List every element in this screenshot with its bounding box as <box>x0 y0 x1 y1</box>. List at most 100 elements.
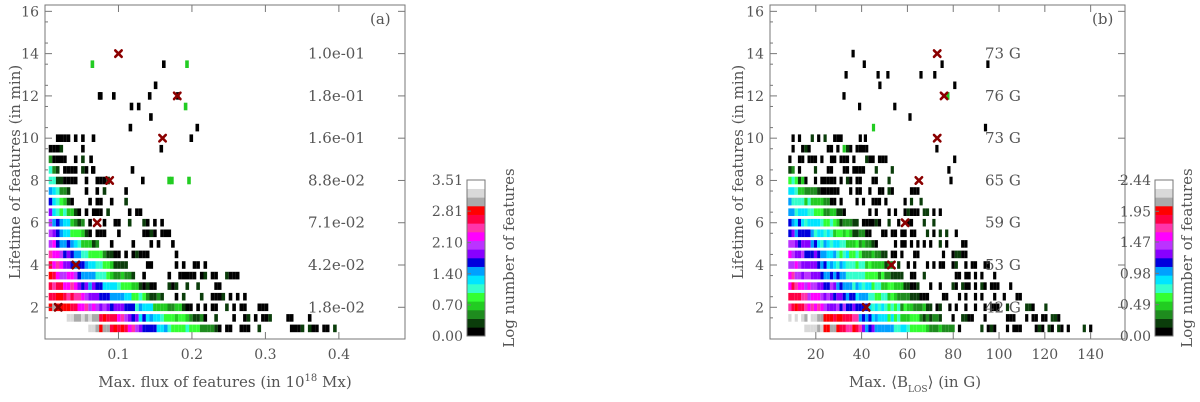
heatmap-bin <box>185 271 190 280</box>
heatmap-bin <box>845 218 850 227</box>
heatmap-bin <box>836 314 840 322</box>
heatmap-bin <box>99 292 103 301</box>
heatmap-bin <box>109 282 114 290</box>
heatmap-bin <box>932 218 936 227</box>
heatmap-bin <box>861 324 866 333</box>
heatmap-bin <box>1066 324 1070 333</box>
heatmap-bin <box>192 261 197 269</box>
heatmap-bin <box>826 261 830 269</box>
heatmap-bin <box>852 292 856 301</box>
heatmap-bin <box>893 208 898 216</box>
heatmap-bin <box>95 271 100 280</box>
heatmap-bin <box>932 229 936 238</box>
heatmap-bin <box>916 314 920 322</box>
heatmap-bin <box>826 303 830 312</box>
heatmap-bin <box>813 155 818 164</box>
heatmap-bin <box>81 134 85 142</box>
heatmap-bin <box>77 314 82 322</box>
mean-annotation: 73 G <box>985 45 1021 63</box>
heatmap-bin <box>842 155 846 164</box>
heatmap-bin <box>196 303 200 312</box>
heatmap-bin <box>813 261 818 269</box>
heatmap-bin <box>221 292 226 301</box>
heatmap-bin <box>52 292 56 301</box>
colorbar-ticks-b: 0.00 0.49 0.98 1.47 1.95 2.44 <box>1120 173 1159 345</box>
heatmap-bin <box>801 303 805 312</box>
heatmap-bin <box>826 282 830 290</box>
heatmap-bin <box>66 229 71 238</box>
heatmap-bin <box>59 187 64 195</box>
heatmap-bin <box>887 282 891 290</box>
x-tick-label: 80 <box>944 347 962 363</box>
heatmap-bin <box>55 208 60 216</box>
heatmap-bin <box>791 271 795 280</box>
heatmap-bin <box>829 303 834 312</box>
panel-label-a: (a) <box>370 10 391 28</box>
y-tick-label: 10 <box>746 131 764 147</box>
heatmap-bin <box>135 250 139 259</box>
heatmap-bin <box>797 166 802 174</box>
heatmap-bin <box>833 176 837 185</box>
heatmap-bin <box>804 324 808 333</box>
heatmap-bin <box>55 250 60 259</box>
heatmap-bin <box>797 292 802 301</box>
heatmap-bin <box>788 261 792 269</box>
heatmap-bin <box>99 303 103 312</box>
heatmap-bin <box>855 218 859 227</box>
heatmap-bin <box>84 303 89 312</box>
heatmap-bin <box>839 261 843 269</box>
heatmap-bin <box>865 261 869 269</box>
heatmap-bin <box>871 155 875 164</box>
heatmap-bin <box>153 282 157 290</box>
colorbar-frame-a <box>466 179 486 337</box>
heatmap-bin <box>145 229 150 238</box>
colorbar-segment <box>1155 240 1173 250</box>
heatmap-bin <box>788 176 792 185</box>
heatmap-bin <box>903 240 907 248</box>
heatmap-bin <box>91 303 96 312</box>
heatmap-bin <box>855 240 859 248</box>
heatmap-bin <box>149 314 154 322</box>
heatmap-bin <box>922 218 926 227</box>
colorbar-segment <box>1155 327 1173 337</box>
heatmap-bin <box>63 155 67 164</box>
colorbar-segment <box>1155 284 1173 293</box>
heatmap-bin <box>48 250 53 259</box>
heatmap-bin <box>874 218 878 227</box>
heatmap-bin <box>102 324 107 333</box>
heatmap-bin <box>929 240 933 248</box>
heatmap-bin <box>66 292 71 301</box>
heatmap-bin <box>801 324 805 333</box>
heatmap-bin <box>826 314 830 322</box>
x-tick-label: 120 <box>1031 347 1058 363</box>
heatmap-bin <box>868 324 872 333</box>
heatmap-bin <box>59 134 64 142</box>
heatmap-bin <box>59 240 64 248</box>
heatmap-bin <box>845 292 850 301</box>
heatmap-bin <box>797 240 802 248</box>
heatmap-bin <box>881 261 885 269</box>
heatmap-bin <box>865 324 869 333</box>
heatmap-bin <box>817 240 821 248</box>
heatmap-bin <box>919 197 923 206</box>
heatmap-bin <box>145 261 150 269</box>
heatmap-bin <box>1025 314 1029 322</box>
heatmap-bin <box>817 314 821 322</box>
heatmap-bin <box>804 240 808 248</box>
heatmap-bin <box>794 271 798 280</box>
heatmap-bin <box>826 187 830 195</box>
heatmap-bin <box>203 271 208 280</box>
heatmap-bin <box>109 303 114 312</box>
heatmap-bin <box>48 292 53 301</box>
heatmap-bin <box>826 271 830 280</box>
heatmap-bin <box>842 144 846 153</box>
heatmap-bin <box>993 324 997 333</box>
heatmap-bin <box>836 261 840 269</box>
heatmap-bin <box>945 292 949 301</box>
heatmap-bin <box>829 187 834 195</box>
heatmap-bin <box>794 218 798 227</box>
heatmap-bin <box>142 314 146 322</box>
heatmap-bin <box>59 144 64 153</box>
heatmap-bin <box>877 292 882 301</box>
